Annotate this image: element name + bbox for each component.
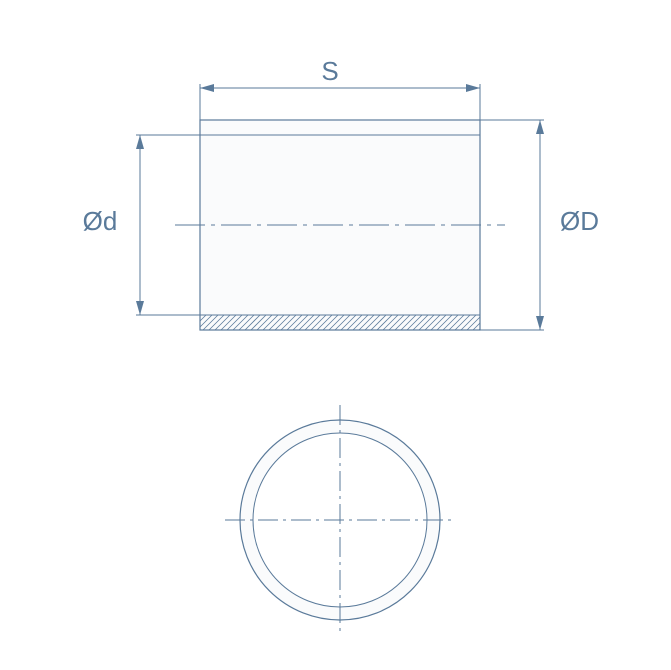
arrow-s-right [466,84,480,92]
arrow-D-top [536,120,544,134]
arrow-D-bottom [536,316,544,330]
arrow-d-bottom [136,301,144,315]
label-outer-diameter: ØD [560,206,599,236]
label-inner-diameter: Ød [83,206,118,236]
arrow-s-left [200,84,214,92]
arrow-d-top [136,135,144,149]
label-width: S [321,56,338,86]
